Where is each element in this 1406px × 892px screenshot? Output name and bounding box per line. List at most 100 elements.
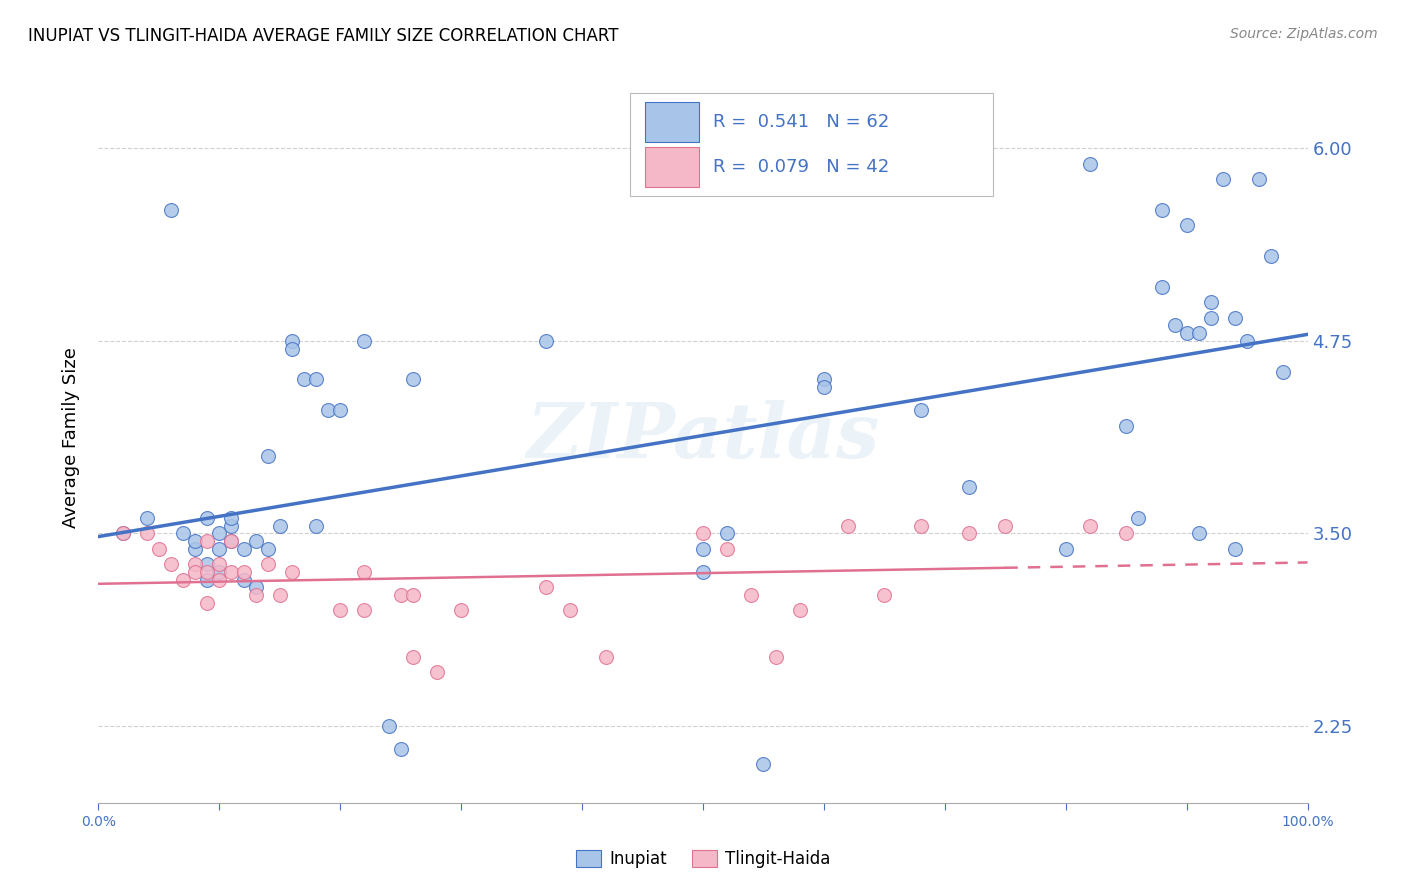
Point [716, 526, 738, 541]
Point [595, 649, 617, 664]
Point [1175, 326, 1198, 340]
Point [208, 557, 231, 571]
Point [389, 742, 412, 756]
Point [232, 573, 254, 587]
Text: R =  0.541   N = 62: R = 0.541 N = 62 [713, 113, 889, 131]
Point [195, 557, 218, 571]
Point [281, 565, 304, 579]
Point [389, 588, 412, 602]
Point [957, 480, 980, 494]
Point [305, 518, 328, 533]
Point [245, 580, 267, 594]
Point [1054, 541, 1077, 556]
Legend: Inupiat, Tlingit-Haida: Inupiat, Tlingit-Haida [569, 844, 837, 875]
Point [1272, 365, 1295, 379]
Text: INUPIAT VS TLINGIT-HAIDA AVERAGE FAMILY SIZE CORRELATION CHART: INUPIAT VS TLINGIT-HAIDA AVERAGE FAMILY … [28, 27, 619, 45]
Point [256, 450, 278, 464]
Point [402, 372, 425, 386]
Point [281, 342, 304, 356]
Point [692, 541, 714, 556]
Point [1188, 326, 1211, 340]
Point [221, 534, 243, 549]
Point [426, 665, 449, 679]
Point [1175, 219, 1198, 233]
Point [837, 518, 859, 533]
Point [160, 557, 183, 571]
Point [148, 541, 170, 556]
Point [256, 541, 278, 556]
Point [1223, 310, 1246, 325]
Point [195, 511, 218, 525]
Point [111, 526, 134, 541]
Point [1188, 526, 1211, 541]
Text: R =  0.079   N = 42: R = 0.079 N = 42 [713, 158, 889, 176]
Point [329, 603, 352, 617]
Point [534, 580, 557, 594]
Point [910, 403, 932, 417]
Point [195, 534, 218, 549]
Point [135, 511, 157, 525]
Point [232, 541, 254, 556]
Point [1152, 202, 1174, 217]
Point [692, 526, 714, 541]
Point [752, 757, 775, 772]
Point [221, 534, 243, 549]
Point [1199, 295, 1222, 310]
Text: Source: ZipAtlas.com: Source: ZipAtlas.com [1230, 27, 1378, 41]
Y-axis label: Average Family Size: Average Family Size [62, 347, 80, 527]
Point [1128, 511, 1150, 525]
Point [1260, 249, 1282, 263]
Point [402, 649, 425, 664]
Point [184, 534, 207, 549]
Point [172, 526, 194, 541]
Point [208, 573, 231, 587]
Point [232, 565, 254, 579]
Point [184, 557, 207, 571]
Point [789, 603, 811, 617]
Point [1163, 318, 1185, 333]
Point [208, 565, 231, 579]
Point [208, 541, 231, 556]
Point [269, 588, 291, 602]
Point [910, 518, 932, 533]
Point [1078, 518, 1101, 533]
Point [1115, 418, 1137, 433]
Point [353, 565, 375, 579]
Point [292, 372, 315, 386]
Point [765, 649, 787, 664]
Point [1236, 334, 1258, 348]
Point [1199, 310, 1222, 325]
Point [1152, 280, 1174, 294]
Point [281, 334, 304, 348]
FancyBboxPatch shape [645, 102, 699, 142]
Point [195, 596, 218, 610]
Point [329, 403, 352, 417]
Point [160, 202, 183, 217]
Point [740, 588, 762, 602]
Point [221, 518, 243, 533]
Point [813, 372, 835, 386]
Point [534, 334, 557, 348]
Point [184, 565, 207, 579]
Point [692, 565, 714, 579]
Point [1212, 172, 1234, 186]
Point [195, 565, 218, 579]
Point [256, 557, 278, 571]
Point [305, 372, 328, 386]
Point [353, 334, 375, 348]
Point [316, 403, 339, 417]
Point [1115, 526, 1137, 541]
Point [813, 380, 835, 394]
Point [221, 565, 243, 579]
Point [111, 526, 134, 541]
Point [135, 526, 157, 541]
Point [184, 541, 207, 556]
Point [1249, 172, 1271, 186]
Point [172, 573, 194, 587]
Point [994, 518, 1017, 533]
Point [957, 526, 980, 541]
Point [873, 588, 896, 602]
Point [208, 526, 231, 541]
FancyBboxPatch shape [645, 147, 699, 187]
Point [716, 541, 738, 556]
